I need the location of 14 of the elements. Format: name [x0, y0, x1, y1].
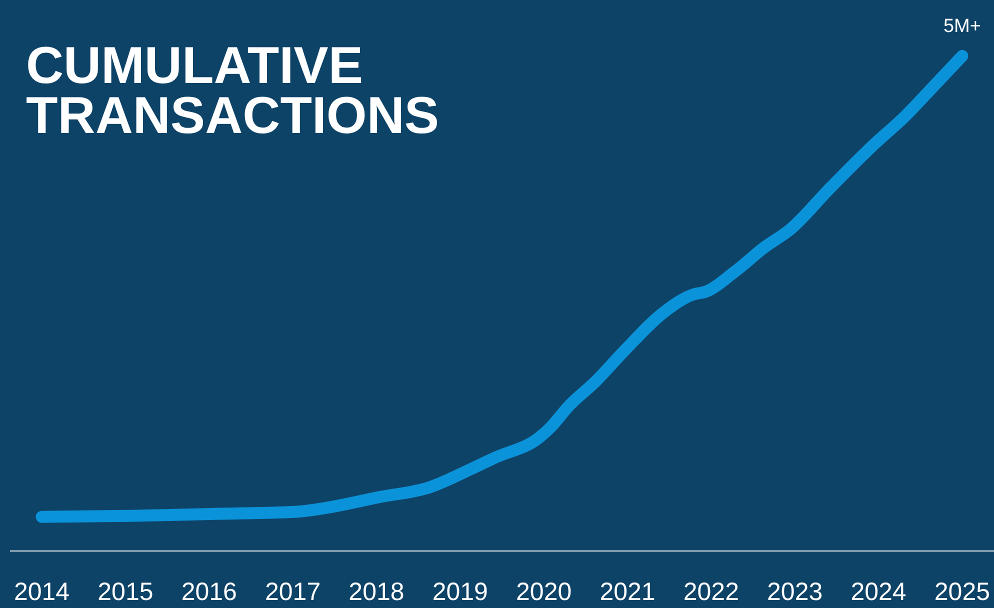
x-tick-label: 2022 [683, 578, 739, 606]
x-tick-label: 2017 [265, 578, 321, 606]
x-tick-label: 2016 [181, 578, 237, 606]
x-tick-label: 2024 [850, 578, 906, 606]
x-tick-label: 2025 [934, 578, 990, 606]
annotation: 5M+ [943, 16, 981, 37]
x-tick-label: 2019 [432, 578, 488, 606]
chart-title: CUMULATIVE TRANSACTIONS [26, 37, 440, 145]
x-tick-label: 2020 [516, 578, 572, 606]
x-tick-label: 2018 [348, 578, 404, 606]
x-tick-label: 2014 [14, 578, 70, 606]
x-tick-label: 2015 [98, 578, 154, 606]
x-tick-label: 2023 [767, 578, 823, 606]
x-tick-label: 2021 [600, 578, 656, 606]
